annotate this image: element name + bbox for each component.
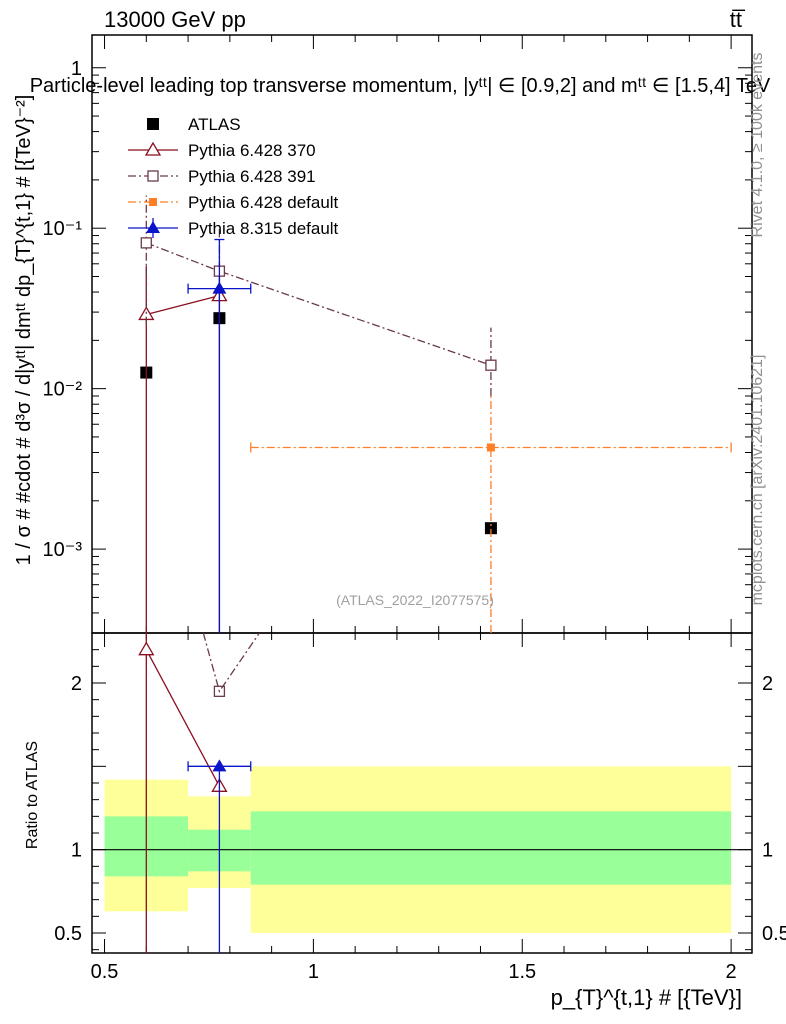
- legend: ATLAS Pythia 6.428 370 Pythia 6.428 391 Pyt…: [128, 115, 339, 238]
- ratio-tick-label: 0.5: [54, 923, 82, 945]
- py391-ratio-offscale-line: [202, 633, 260, 693]
- x-tick-label: 1.5: [508, 961, 536, 983]
- legend-label-py8: Pythia 8.315 default: [188, 219, 339, 238]
- main-series: [138, 195, 732, 633]
- atlas-point: [484, 522, 497, 535]
- py370-ratio-point: [138, 641, 155, 656]
- py8-ratio-point: [212, 759, 227, 772]
- legend-marker-py370: [144, 141, 162, 156]
- ratio-tick-label-right: 2: [762, 673, 773, 695]
- analysis-watermark: (ATLAS_2022_I2077575): [336, 592, 494, 608]
- ratio-tick-label-right: 0.5: [762, 923, 786, 945]
- legend-marker-atlas: [147, 118, 159, 130]
- y-tick-label: 10⁻²: [43, 379, 83, 401]
- py391-point: [485, 359, 497, 371]
- legend-label-atlas: ATLAS: [188, 115, 241, 134]
- x-tick-label: 0.5: [91, 961, 119, 983]
- mcplots-label: mcplots.cern.ch [arXiv:2401.10621]: [749, 355, 766, 606]
- legend-marker-py391: [147, 170, 159, 182]
- y-axis-label-main: 1 / σ # #cdot # d³σ / d|yᵗᵗ| dmᵗᵗ dp_{T}…: [13, 95, 35, 566]
- y-tick-label: 10⁻¹: [43, 218, 83, 240]
- py370-line: [146, 294, 220, 316]
- py391-point: [140, 237, 152, 249]
- y-tick-label: 10⁻³: [43, 539, 83, 561]
- energy-label: 13000 GeV pp: [104, 7, 246, 32]
- y-axis-label-ratio: Ratio to ATLAS: [24, 741, 41, 849]
- legend-label-py370: Pythia 6.428 370: [188, 141, 316, 160]
- x-tick-label: 1: [308, 961, 319, 983]
- ratio-band-inner-2: [250, 811, 732, 885]
- plot-title: Particle-level leading top transverse mo…: [30, 75, 771, 97]
- legend-marker-py6def: [149, 198, 157, 206]
- x-axis-label: p_{T}^{t,1} # [{TeV}]: [551, 985, 742, 1010]
- py370-ratio-line: [145, 649, 220, 787]
- ratio-tick-label-right: 1: [762, 840, 773, 862]
- ratio-tick-label: 2: [71, 673, 82, 695]
- ratio-tick-label: 1: [71, 840, 82, 862]
- x-tick-label: 2: [726, 961, 737, 983]
- rivet-version-label: Rivet 4.1.0, ≥ 100k events: [749, 53, 766, 238]
- py6def-point: [486, 443, 495, 452]
- process-label: tt̅: [730, 7, 746, 32]
- ratio-series: [138, 633, 260, 953]
- y-tick-label: 1: [71, 58, 82, 80]
- py391-line: [146, 242, 492, 366]
- legend-label-py6def: Pythia 6.428 default: [188, 193, 339, 212]
- legend-label-py391: Pythia 6.428 391: [188, 167, 316, 186]
- legend-marker-py8: [146, 221, 160, 233]
- py8-point: [212, 281, 227, 294]
- ratio-plot-frame: [91, 632, 753, 954]
